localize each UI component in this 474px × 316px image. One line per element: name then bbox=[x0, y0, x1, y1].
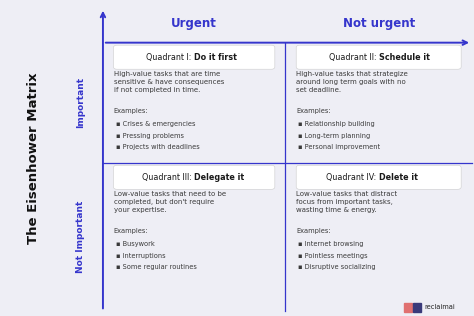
Text: High-value tasks that strategize
around long term goals with no
set deadline.: High-value tasks that strategize around … bbox=[296, 71, 408, 93]
Text: Quadrant II:: Quadrant II: bbox=[328, 53, 379, 62]
Text: Examples:: Examples: bbox=[296, 228, 331, 234]
FancyBboxPatch shape bbox=[296, 45, 461, 69]
Text: ▪ Some regular routines: ▪ Some regular routines bbox=[116, 264, 197, 270]
Text: Examples:: Examples: bbox=[114, 228, 148, 234]
Text: Examples:: Examples: bbox=[296, 108, 331, 114]
Text: ▪ Crises & emergencies: ▪ Crises & emergencies bbox=[116, 121, 195, 127]
Text: ▪ Busywork: ▪ Busywork bbox=[116, 241, 155, 247]
Text: ▪ Personal improvement: ▪ Personal improvement bbox=[298, 144, 380, 150]
Text: Low-value tasks that distract
focus from important tasks,
wasting time & energy.: Low-value tasks that distract focus from… bbox=[296, 191, 397, 213]
Text: ▪ Pressing problems: ▪ Pressing problems bbox=[116, 133, 183, 139]
Text: Quadrant I:: Quadrant I: bbox=[146, 53, 194, 62]
Bar bbox=[404, 303, 412, 312]
Text: reclaimai: reclaimai bbox=[424, 304, 455, 310]
Text: ▪ Long-term planning: ▪ Long-term planning bbox=[298, 133, 370, 139]
Text: ▪ Pointless meetings: ▪ Pointless meetings bbox=[298, 253, 368, 259]
Text: ▪ Disruptive socializing: ▪ Disruptive socializing bbox=[298, 264, 376, 270]
Text: Delete it: Delete it bbox=[379, 173, 418, 182]
Text: Not urgent: Not urgent bbox=[343, 16, 415, 30]
Text: Low-value tasks that need to be
completed, but don't require
your expertise.: Low-value tasks that need to be complete… bbox=[114, 191, 226, 213]
Text: Quadrant IV:: Quadrant IV: bbox=[326, 173, 379, 182]
Text: Examples:: Examples: bbox=[114, 108, 148, 114]
Text: Do it first: Do it first bbox=[194, 53, 237, 62]
Text: ▪ Internet browsing: ▪ Internet browsing bbox=[298, 241, 364, 247]
Text: Schedule it: Schedule it bbox=[379, 53, 429, 62]
Text: Delegate it: Delegate it bbox=[194, 173, 244, 182]
Text: High-value tasks that are time
sensitive & have consequences
if not completed in: High-value tasks that are time sensitive… bbox=[114, 71, 224, 93]
FancyBboxPatch shape bbox=[296, 165, 461, 189]
Text: Not Important: Not Important bbox=[76, 201, 85, 273]
Text: ▪ Interruptions: ▪ Interruptions bbox=[116, 253, 165, 259]
FancyBboxPatch shape bbox=[113, 45, 275, 69]
Text: ▪ Relationship building: ▪ Relationship building bbox=[298, 121, 375, 127]
Text: Quadrant III:: Quadrant III: bbox=[142, 173, 194, 182]
Text: Important: Important bbox=[76, 77, 85, 128]
Bar bbox=[413, 303, 421, 312]
FancyBboxPatch shape bbox=[113, 165, 275, 189]
Text: Urgent: Urgent bbox=[171, 16, 217, 30]
Text: The Eisenhower Matrix: The Eisenhower Matrix bbox=[27, 72, 40, 244]
Text: ▪ Projects with deadlines: ▪ Projects with deadlines bbox=[116, 144, 200, 150]
